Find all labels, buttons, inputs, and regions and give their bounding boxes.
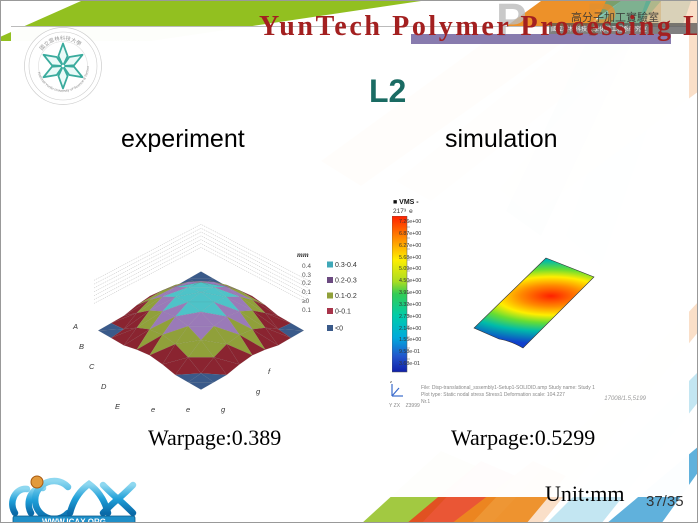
svg-text:WWW.ICAX.ORG: WWW.ICAX.ORG (42, 518, 106, 524)
svg-text:<0: <0 (335, 325, 343, 332)
svg-text:g: g (221, 405, 226, 414)
svg-text:0.2-0.3: 0.2-0.3 (335, 277, 357, 284)
svg-text:e: e (151, 405, 155, 414)
svg-text:0-0.1: 0-0.1 (335, 308, 351, 315)
svg-text:0.3-0.4: 0.3-0.4 (335, 262, 357, 269)
svg-text:z: z (390, 379, 392, 384)
svg-text:e: e (186, 405, 190, 414)
svg-text:E: E (115, 402, 121, 411)
svg-text:0.1-0.2: 0.1-0.2 (335, 293, 357, 300)
